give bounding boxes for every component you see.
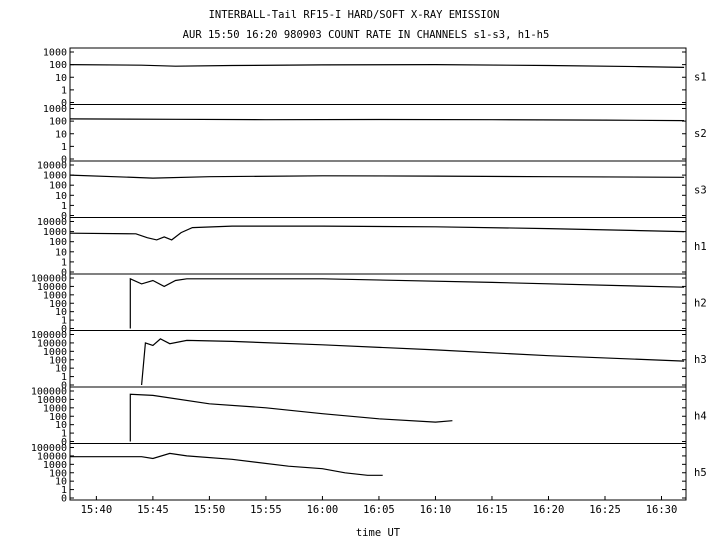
panel-frame: [69, 160, 687, 218]
panel-frame: [69, 443, 687, 501]
channel-label: h2: [694, 297, 707, 309]
y-tick-label: 10000: [37, 395, 67, 406]
channel-label: s2: [694, 128, 707, 140]
y-tick-label: 10: [55, 307, 67, 318]
y-tick-label: 10000: [37, 217, 67, 228]
x-tick-label: 15:45: [137, 504, 169, 516]
y-tick-label: 10000: [37, 161, 67, 172]
x-tick-label: 15:50: [194, 504, 226, 516]
y-tick-label: 1: [61, 257, 67, 268]
y-tick-label: 1000: [43, 227, 67, 238]
y-tick-label: 100000: [31, 443, 67, 454]
series-h4-line: [129, 393, 453, 442]
y-tick-label: 0: [61, 494, 67, 505]
x-tick-label: 16:20: [533, 504, 565, 516]
y-tick-label: 1000: [43, 171, 67, 182]
x-axis: 15:40 15:45 15:50 15:55 16:00 16:05 16:10 16:15…: [81, 496, 678, 516]
y-tick-label: 100000: [31, 274, 67, 285]
y-tick-label: 10: [55, 477, 67, 488]
y-tick-label: 1: [61, 429, 67, 440]
x-tick-label: 16:00: [307, 504, 339, 516]
y-tick-label: 10: [55, 364, 67, 375]
y-tick-label: 0: [61, 268, 67, 279]
channel-label: h3: [694, 354, 707, 366]
channel-label: h4: [694, 410, 707, 422]
y-tick-label: 1000: [43, 290, 67, 301]
y-tick-label: 100: [49, 117, 67, 128]
x-tick-label: 15:55: [250, 504, 282, 516]
y-tick-label: 10: [55, 420, 67, 431]
y-tick-label: 100: [49, 468, 67, 479]
y-tick-label: 0: [61, 381, 67, 392]
series-s2-line: [69, 118, 685, 122]
channel-label: h1: [694, 241, 707, 253]
y-tick-label: 1000: [43, 460, 67, 471]
x-tick-label: 16:10: [420, 504, 452, 516]
series-h3-line: [141, 338, 685, 386]
y-tick-label: 1: [61, 316, 67, 327]
panel-frame: [69, 47, 687, 105]
y-tick-label: 0: [61, 437, 67, 448]
y-tick-label: 100: [49, 355, 67, 366]
y-tick-label: 1000: [43, 48, 67, 59]
y-tick-label: 10: [55, 191, 67, 202]
y-tick-label: 10000: [37, 338, 67, 349]
x-tick-label: 16:30: [646, 504, 678, 516]
series-s3-line: [69, 174, 685, 179]
y-tick-label: 10: [55, 129, 67, 140]
panel-frame: [69, 273, 687, 331]
channel-label: s1: [694, 71, 707, 83]
channel-label: s3: [694, 184, 707, 196]
y-tick-label: 10: [55, 247, 67, 258]
y-tick-label: 10000: [37, 451, 67, 462]
y-tick-label: 0: [61, 324, 67, 335]
chart-title-line1: INTERBALL-Tail RF15-I HARD/SOFT X-RAY EM…: [209, 9, 500, 21]
chart-title-line2: AUR 15:50 16:20 980903 COUNT RATE IN CHA…: [183, 29, 550, 41]
y-tick-label: 1: [61, 372, 67, 383]
y-tick-label: 100000: [31, 330, 67, 341]
y-tick-label: 1: [61, 142, 67, 153]
y-tick-label: 1: [61, 485, 67, 496]
panel-frame: [69, 386, 687, 444]
y-tick-label: 100000: [31, 387, 67, 398]
y-tick-label: 100: [49, 412, 67, 423]
y-tick-label: 10: [55, 73, 67, 84]
x-tick-label: 16:15: [476, 504, 508, 516]
panel-frame: [69, 330, 687, 388]
y-tick-label: 1000: [43, 347, 67, 358]
y-tick-label: 1: [61, 201, 67, 212]
y-tick-label: 100: [49, 181, 67, 192]
x-axis-label: time UT: [356, 527, 401, 539]
y-tick-label: 100: [49, 237, 67, 248]
y-tick-label: 1: [61, 85, 67, 96]
y-tick-label: 10000: [37, 282, 67, 293]
x-tick-label: 15:40: [81, 504, 113, 516]
panel-frame: [69, 104, 687, 162]
y-tick-label: 0: [61, 98, 67, 109]
x-tick-label: 16:25: [589, 504, 621, 516]
y-tick-label: 100: [49, 60, 67, 71]
series-h1-line: [69, 225, 685, 241]
series-s1-line: [69, 63, 685, 68]
x-tick-label: 16:05: [363, 504, 395, 516]
series-h2-line: [129, 277, 685, 329]
y-tick-label: 0: [61, 155, 67, 166]
series-h5-line: [70, 452, 383, 476]
y-tick-label: 100: [49, 299, 67, 310]
y-tick-label: 0: [61, 211, 67, 222]
panels-group: 10001001010s110001001010s210000100010010…: [31, 47, 707, 505]
y-tick-label: 1000: [43, 403, 67, 414]
channel-label: h5: [694, 467, 707, 479]
y-tick-label: 1000: [43, 104, 67, 115]
